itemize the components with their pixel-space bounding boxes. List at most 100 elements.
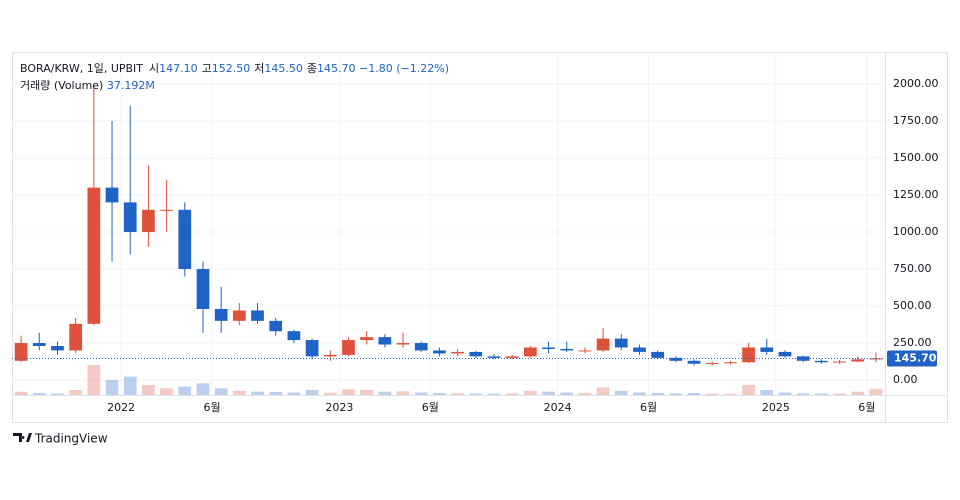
candle-body	[269, 320, 283, 332]
volume-bar	[851, 391, 865, 395]
ohlc-label: 저	[254, 62, 265, 75]
volume-bar	[378, 391, 392, 395]
volume-bar	[560, 392, 574, 395]
volume-bar	[232, 390, 246, 395]
volume-bar	[196, 383, 210, 395]
volume-bar	[796, 393, 810, 395]
candle-body	[69, 323, 83, 351]
candle-body	[232, 310, 246, 321]
candle-body	[505, 356, 519, 358]
x-tick-label: 6월	[640, 401, 657, 414]
candle-body	[378, 337, 392, 345]
y-tick-label: 250.00	[893, 336, 932, 349]
volume-bar	[305, 390, 319, 395]
ohlc-value: 152.50	[211, 62, 251, 75]
ohlc-value: 145.50	[264, 62, 303, 75]
candle-body	[687, 360, 701, 364]
x-tick-label: 2023	[325, 401, 353, 414]
volume-value: 37.192M	[106, 79, 155, 92]
volume-bar	[269, 392, 283, 395]
volume-bar	[778, 392, 792, 395]
candle-body	[778, 351, 792, 357]
candle-body	[433, 350, 446, 354]
brand: TradingView	[34, 432, 108, 446]
candle-body	[724, 362, 737, 364]
legend: BORA/KRW, 1일, UPBIT 시147.10 고152.50 저145.50…	[20, 60, 449, 94]
x-tick-label: 2025	[762, 401, 790, 414]
candle-body	[214, 308, 228, 321]
candle-body	[196, 269, 210, 309]
volume-bar	[596, 387, 610, 395]
candle-body	[305, 340, 319, 357]
candle-body	[705, 363, 719, 365]
candle-body	[487, 356, 501, 358]
volume-bar	[760, 390, 774, 395]
volume-bar	[724, 393, 737, 395]
volume-bar	[669, 393, 683, 395]
candle-body	[542, 347, 555, 349]
ohlc-label: 고	[201, 62, 212, 75]
ohlc: 시147.10 고152.50 저145.50 종145.70	[143, 62, 356, 75]
y-tick-label: 750.00	[893, 262, 932, 275]
volume-bar	[87, 365, 101, 395]
volume-bar	[869, 388, 883, 395]
candle-body	[414, 343, 428, 351]
candle-body	[814, 360, 828, 363]
x-tick-label: 6월	[204, 401, 221, 414]
legend-row: 거래량 (Volume) 37.192M	[20, 77, 449, 94]
volume-bar	[178, 386, 192, 395]
candle-body	[160, 209, 173, 211]
y-tick-label: 1500.00	[893, 151, 939, 164]
volume-name: 거래량 (Volume)	[20, 79, 104, 92]
chart-frame	[12, 52, 948, 423]
volume-bar	[451, 393, 464, 395]
candle-body	[560, 348, 574, 351]
volume-bar	[833, 393, 846, 395]
volume-bar	[614, 390, 628, 395]
candle-body	[469, 351, 483, 357]
ohlc-value: 145.70	[317, 62, 356, 75]
volume-bar	[360, 390, 374, 395]
x-tick-label: 6월	[422, 401, 439, 414]
candle-body	[796, 356, 810, 361]
candle-body	[633, 347, 646, 352]
volume-bar	[433, 393, 446, 395]
y-tick-label: 1750.00	[893, 114, 939, 127]
ohlc-label: 종	[306, 62, 318, 75]
symbol: BORA/KRW, 1일, UPBIT	[20, 62, 144, 75]
candle-body	[178, 209, 192, 270]
x-tick-label: 6월	[858, 401, 875, 414]
candle-body	[51, 346, 64, 351]
volume-bar	[505, 393, 519, 395]
volume-bar	[69, 390, 83, 395]
y-tick-label: 1000.00	[893, 225, 939, 238]
volume-bar	[414, 392, 428, 395]
candle-body	[833, 361, 846, 363]
ohlc-value: 147.10	[159, 62, 198, 75]
y-tick-label: 0.00	[893, 373, 918, 386]
volume-bar	[51, 393, 64, 395]
volume-bar	[742, 385, 755, 395]
volume-bar	[160, 388, 173, 395]
volume-bar	[542, 391, 555, 395]
candle-body	[614, 338, 628, 348]
volume-bar	[323, 392, 337, 395]
candle-body	[451, 351, 464, 354]
volume-bar	[687, 393, 701, 395]
candle-body	[669, 357, 683, 361]
volume-bar	[814, 393, 828, 395]
change: −1.80 (−1.22%)	[359, 62, 449, 75]
volume-bar	[487, 393, 501, 395]
legend-row: BORA/KRW, 1일, UPBIT 시147.10 고152.50 저145.50…	[20, 60, 449, 77]
volume-bar	[523, 390, 537, 395]
volume-bar	[105, 380, 119, 395]
candle-body	[523, 347, 537, 357]
candle-body	[87, 187, 101, 324]
volume-bar	[142, 385, 155, 395]
volume-bar	[705, 393, 719, 395]
last-price-label: 145.70	[894, 351, 937, 364]
volume-bar	[633, 392, 646, 395]
volume-bar	[14, 391, 28, 395]
volume-bar	[396, 391, 410, 395]
